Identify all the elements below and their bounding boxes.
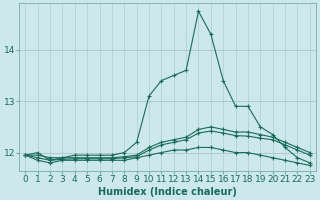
- X-axis label: Humidex (Indice chaleur): Humidex (Indice chaleur): [98, 187, 237, 197]
